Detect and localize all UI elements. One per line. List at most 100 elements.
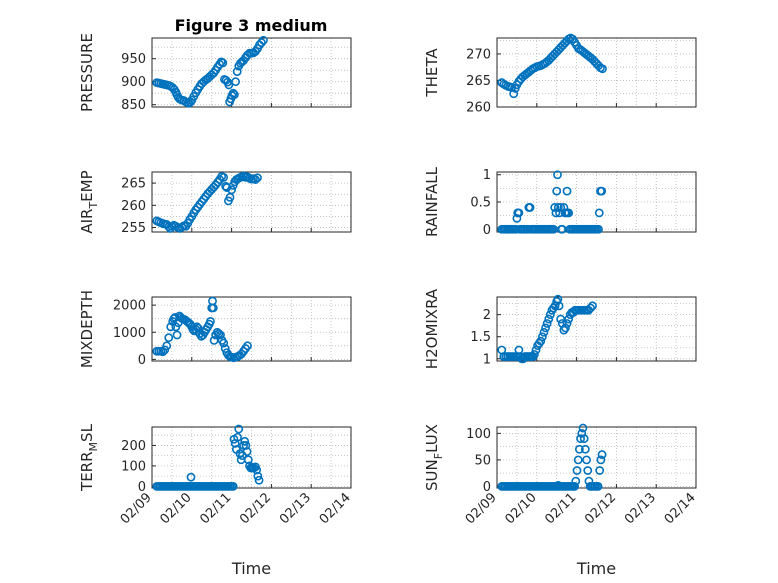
y-tick-label: 260 [466, 101, 491, 116]
x-tick-label: 02/13 [622, 490, 659, 527]
x-tick-label: 02/10 [503, 490, 540, 527]
data-point [553, 170, 562, 180]
y-tick-label: 1000 [113, 326, 146, 341]
data-point [564, 208, 574, 218]
data-point [254, 475, 264, 485]
data-point [257, 38, 266, 47]
data-point [218, 58, 228, 68]
data-point [578, 423, 588, 433]
data-point [242, 447, 252, 456]
y-axis-label: SUNFLUX [423, 424, 445, 491]
y-tick-label: 0 [483, 480, 491, 495]
data-point [597, 186, 607, 196]
data-point [593, 482, 603, 491]
data-point [580, 444, 590, 454]
axes-box [496, 296, 697, 362]
data-point [536, 336, 546, 346]
y-tick-label: 0 [483, 223, 491, 238]
y-tick-label: 2 [483, 308, 491, 323]
data-point [509, 89, 519, 99]
y-tick-label: 950 [121, 52, 146, 67]
y-tick-label: 1.5 [470, 330, 491, 345]
data-point [243, 341, 252, 351]
data-point [166, 322, 176, 332]
y-tick-label: 0 [138, 480, 146, 495]
panel-h2omixra: 1 1.5 2 H2OMIXRA [423, 288, 697, 369]
data-point [193, 323, 203, 333]
data-point [251, 175, 260, 184]
data-point [234, 424, 244, 434]
data-point [582, 455, 591, 465]
data-point [240, 436, 250, 446]
data-point [220, 344, 230, 353]
x-tick-label: 02/12 [582, 490, 619, 527]
data-point [158, 347, 168, 357]
data-point [554, 301, 564, 311]
panel-rainfall: 0 0.5 1 RAINFALL [423, 166, 697, 238]
x-axis-label: Time [231, 559, 271, 578]
data-point [231, 77, 240, 87]
axes-box [151, 171, 352, 233]
data-point [572, 466, 582, 475]
data-point [537, 332, 547, 342]
data-point [595, 466, 605, 475]
data-point [552, 186, 562, 196]
x-tick-label: 02/09 [118, 490, 155, 527]
data-point [206, 317, 215, 326]
data-point [596, 455, 606, 465]
data-point [583, 466, 593, 475]
x-tick-label: 02/14 [662, 490, 699, 527]
axes-box [151, 37, 352, 108]
data-point [216, 330, 225, 340]
data-point [243, 455, 253, 465]
y-axis-label: AIRTEMP [78, 170, 100, 233]
y-axis-label: RAINFALL [423, 166, 441, 237]
y-tick-label: 100 [121, 459, 146, 474]
y-tick-label: 1 [483, 352, 491, 367]
axes-box [496, 37, 697, 108]
y-axis-label: PRESSURE [78, 33, 96, 112]
y-tick-label: 265 [466, 74, 491, 89]
data-point [597, 450, 607, 459]
data-point [219, 338, 229, 348]
panel-air_temp: 255 260 265 AIRTEMP [78, 170, 352, 236]
y-axis-label: H2OMIXRA [423, 288, 441, 369]
y-tick-label: 0.5 [470, 196, 491, 211]
data-point [253, 471, 263, 481]
y-tick-label: 260 [121, 199, 146, 214]
data-point [253, 173, 262, 183]
y-tick-label: 265 [121, 177, 146, 192]
y-axis-label: MIXDEPTH [78, 290, 96, 368]
panel-sun_flux: 0 50 100 02/09 02/10 02/11 02/12 02/13 02/14 SUNF… [423, 423, 699, 578]
data-point [576, 434, 585, 444]
x-tick-label: 02/14 [317, 490, 354, 527]
data-point [233, 432, 242, 442]
data-point [208, 303, 218, 313]
x-tick-label: 02/10 [158, 490, 195, 527]
data-point [542, 319, 552, 328]
y-tick-label: 255 [121, 221, 146, 236]
y-tick-label: 100 [466, 427, 491, 442]
panel-mixdepth: 0 1000 2000 MIXDEPTH [78, 290, 352, 368]
y-tick-label: 50 [474, 453, 491, 468]
data-point [561, 323, 570, 333]
data-point [556, 203, 566, 212]
data-point [172, 330, 182, 340]
data-point [594, 208, 604, 218]
data-point [229, 90, 239, 99]
data-point [550, 203, 560, 212]
data-point [562, 319, 572, 328]
data-point [544, 314, 554, 324]
y-axis-label: THETA [423, 48, 441, 98]
y-tick-label: 270 [466, 47, 491, 62]
data-point [577, 428, 587, 438]
x-tick-label: 02/11 [197, 490, 234, 527]
data-point [541, 323, 550, 333]
data-point [570, 482, 580, 491]
data-point [228, 88, 238, 98]
panel-theta: 260 265 270 THETA [423, 33, 697, 116]
data-point [571, 476, 581, 486]
data-point [164, 333, 174, 343]
data-point [162, 341, 172, 351]
